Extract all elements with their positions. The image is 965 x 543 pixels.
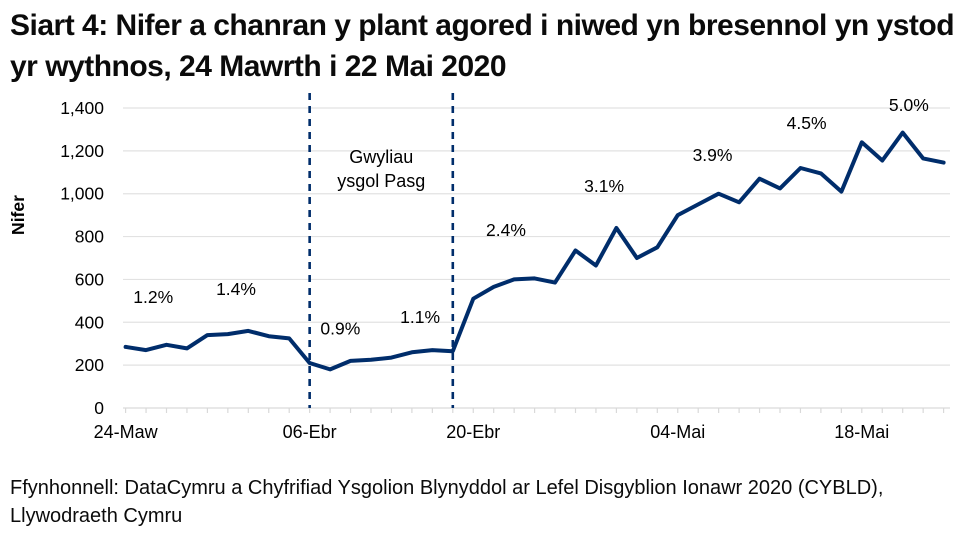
percentage-annotation: 1.4% bbox=[216, 279, 256, 299]
y-tick-label: 600 bbox=[75, 269, 104, 289]
y-axis-title: Nifer bbox=[8, 195, 28, 235]
y-tick-label: 1,000 bbox=[60, 184, 104, 204]
x-tick-label: 20-Ebr bbox=[446, 422, 500, 442]
y-tick-label: 800 bbox=[75, 227, 104, 247]
easter-holiday-label: Gwyliau bbox=[349, 147, 413, 167]
source-note: Ffynhonnell: DataCymru a Chyfrifiad Ysgo… bbox=[10, 477, 884, 527]
y-tick-label: 0 bbox=[94, 398, 104, 418]
percentage-annotation: 3.1% bbox=[584, 176, 624, 196]
y-tick-label: 1,200 bbox=[60, 141, 104, 161]
chart-line bbox=[123, 130, 946, 372]
x-tick-label: 18-Mai bbox=[834, 422, 889, 442]
y-tick-label: 1,400 bbox=[60, 98, 104, 118]
percentage-annotation: 4.5% bbox=[787, 113, 827, 133]
x-tick-label: 24-Maw bbox=[94, 422, 159, 442]
chart-title: Siart 4: Nifer a chanran y plant agored … bbox=[10, 9, 955, 83]
percentage-annotation: 0.9% bbox=[320, 318, 360, 338]
percentage-annotation: 1.1% bbox=[400, 307, 440, 327]
x-tick-label: 04-Mai bbox=[650, 422, 705, 442]
percentage-annotation: 1.2% bbox=[133, 287, 173, 307]
y-tick-label: 400 bbox=[75, 312, 104, 332]
percentage-annotation: 5.0% bbox=[889, 95, 929, 115]
y-tick-label: 200 bbox=[75, 355, 104, 375]
percentage-annotation: 3.9% bbox=[693, 145, 733, 165]
percentage-annotation: 2.4% bbox=[486, 220, 526, 240]
x-tick-label: 06-Ebr bbox=[283, 422, 337, 442]
easter-holiday-label: ysgol Pasg bbox=[337, 171, 425, 191]
